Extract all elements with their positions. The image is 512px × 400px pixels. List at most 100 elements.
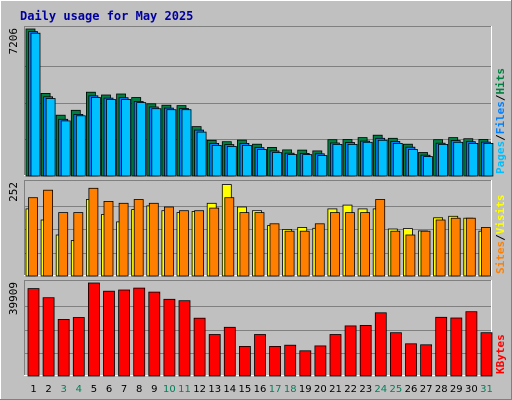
bar-pages-day-20 [317,155,328,177]
bar-kbytes-day-13 [208,334,221,377]
x-tick-label: 8 [136,384,142,395]
bar-sites-day-16 [254,212,265,277]
bar-kbytes-day-20 [314,345,327,377]
panel-kbytes: 39909 KBytes [7,280,507,377]
bar-pages-day-5 [91,97,101,177]
bar-sites-day-11 [179,210,189,277]
x-tick-label: 1 [30,384,36,395]
bar-sites-day-5 [88,187,99,277]
bar-sites-day-8 [133,199,144,277]
bar-kbytes-day-24 [374,312,387,377]
bar-pages-day-22 [347,143,358,177]
panel-legend: Pages/Files/Hits [494,68,507,174]
bar-pages-day-26 [407,149,418,177]
x-tick-label: 16 [254,384,267,395]
x-tick-label: 29 [450,384,463,395]
bar-kbytes-day-29 [450,317,463,377]
bar-pages-day-18 [287,154,298,177]
bar-kbytes-day-8 [133,287,146,377]
bar-kbytes-day-22 [344,325,357,377]
bar-pages-day-13 [211,144,222,177]
bar-sites-day-30 [465,217,476,277]
bar-kbytes-day-2 [42,297,55,377]
bar-sites-day-31 [480,227,491,277]
bar-sites-day-27 [420,230,431,277]
bar-pages-day-12 [196,131,207,177]
bar-kbytes-day-31 [480,332,493,377]
x-tick-label: 26 [405,384,418,395]
bar-sites-day-6 [103,200,114,277]
x-tick-label: 18 [284,384,297,395]
bar-pages-day-25 [392,142,403,177]
x-axis-labels: 1 2 3 4 5 6 7 8 9 10 11 12 13 14 15 16 17 18 19 20 21 22 23 24 2… [30,384,493,395]
bar-pages-day-11 [181,109,192,177]
x-tick-label: 20 [314,384,327,395]
bar-pages-day-3 [60,120,71,177]
bar-kbytes-day-4 [72,317,85,377]
chart-panels: 7206Pages/Files/Hits252Sites/Visits39909… [7,26,507,377]
panel-legend: KBytes [494,334,507,374]
bar-kbytes-day-17 [269,345,282,377]
legend-entry: Pages [494,141,507,174]
bar-sites-day-15 [239,212,250,277]
bar-kbytes-day-16 [254,334,266,377]
bar-pages-day-1 [30,32,41,177]
bar-sites-day-9 [148,202,159,277]
bar-pages-day-16 [257,149,267,177]
bar-pages-day-15 [241,144,252,177]
bar-pages-day-29 [453,141,464,177]
bar-pages-day-9 [151,108,162,177]
y-axis-max-label: 252 [7,182,20,202]
bar-sites-day-2 [43,189,53,277]
bar-kbytes-day-23 [359,324,372,377]
bar-pages-day-4 [75,115,86,177]
legend-entry: Visits [494,195,507,235]
legend-entry: / [494,94,507,101]
bar-kbytes-day-11 [178,300,191,377]
bar-kbytes-day-25 [389,332,402,377]
bar-kbytes-day-10 [163,298,176,377]
legend-entry: Hits [494,68,507,95]
bar-pages-day-10 [166,109,177,177]
bar-pages-day-14 [226,145,237,177]
x-tick-label: 9 [151,384,157,395]
bar-pages-day-28 [438,143,449,177]
y-axis-max-label: 39909 [7,282,20,315]
bar-sites-day-19 [299,230,310,277]
x-tick-label: 6 [106,384,112,395]
bar-sites-day-23 [360,212,371,277]
legend-entry: / [494,134,507,141]
bar-kbytes-day-5 [88,282,100,377]
bar-pages-day-19 [302,154,313,177]
bar-sites-day-10 [163,206,174,277]
bar-pages-day-23 [362,141,373,177]
bar-kbytes-day-15 [238,345,251,377]
x-tick-label: 27 [420,384,433,395]
bar-kbytes-day-27 [420,344,433,377]
legend-entry: Sites [494,241,507,274]
bar-sites-day-25 [390,230,401,277]
legend-entry: Files [494,101,507,134]
x-tick-label: 30 [465,384,478,395]
bar-sites-day-22 [345,212,355,277]
bar-sites-day-18 [284,230,295,277]
bar-sites-day-4 [73,212,84,277]
bar-sites-day-21 [329,212,340,277]
bar-pages-day-2 [45,98,56,177]
bar-kbytes-day-1 [27,288,40,377]
bar-pages-day-24 [377,139,388,177]
bar-sites-day-29 [450,217,461,277]
x-tick-label: 12 [193,384,206,395]
bar-kbytes-day-18 [284,344,297,377]
bar-pages-day-6 [106,99,116,177]
x-tick-label: 23 [359,384,372,395]
x-tick-label: 19 [299,384,312,395]
x-tick-label: 24 [374,384,387,395]
bar-sites-day-1 [28,197,38,277]
bar-sites-day-24 [375,199,386,277]
chart-title: Daily usage for May 2025 [20,9,193,23]
bar-pages-day-31 [483,142,494,177]
x-tick-label: 5 [91,384,97,395]
x-tick-label: 3 [61,384,67,395]
x-tick-label: 14 [223,384,236,395]
